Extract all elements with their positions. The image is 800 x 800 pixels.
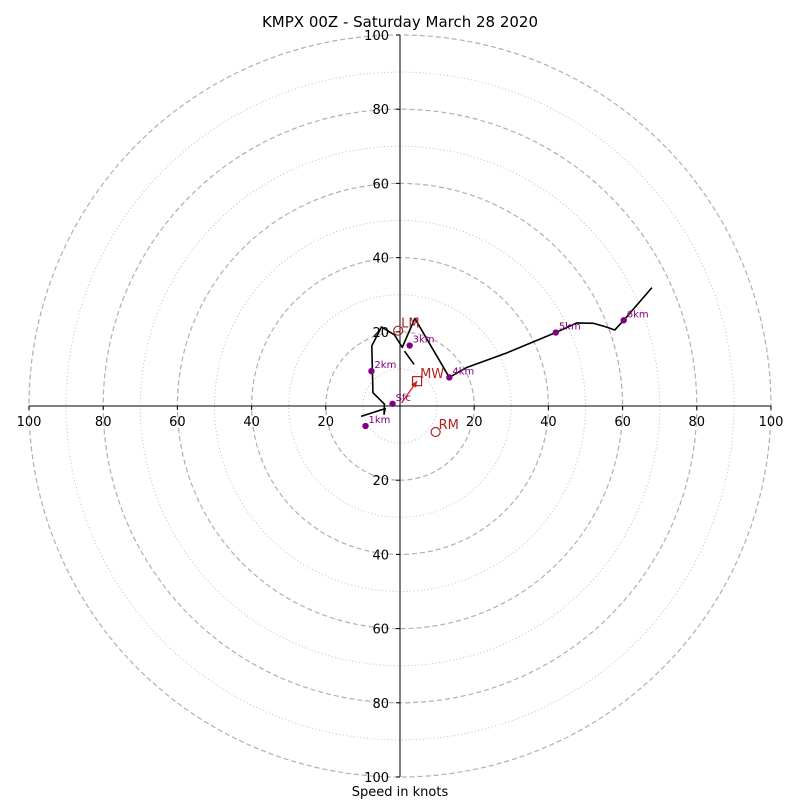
axes-group (29, 35, 771, 777)
y-tick-label: 80 (372, 697, 389, 712)
storm-motion-marker (393, 325, 404, 336)
x-tick-label: 40 (243, 415, 260, 430)
height-marker-label: 6km (627, 309, 649, 320)
height-marker-label: Sfc (396, 393, 411, 404)
height-marker-point (552, 329, 560, 336)
height-marker-point (362, 422, 369, 430)
height-marker-label: 1km (368, 415, 390, 426)
height-marker-point (406, 342, 413, 349)
x-tick-label: 60 (169, 415, 186, 430)
y-tick-label: 100 (364, 771, 389, 786)
height-marker-group: Sfc 1km 2km 3km 4km 5km 6km (362, 309, 649, 430)
y-tick-label: 20 (372, 474, 389, 489)
x-tick-label: 100 (759, 415, 784, 430)
y-tick-label: 80 (372, 103, 389, 118)
y-tick-label: 100 (364, 29, 389, 44)
storm-motion-marker (411, 376, 423, 387)
x-tick-label: 20 (318, 415, 335, 430)
storm-motion-group: LM RM MW (393, 317, 459, 438)
height-marker-label: 2km (374, 360, 396, 371)
x-tick-label: 20 (466, 415, 483, 430)
hodograph-group (360, 287, 653, 418)
tick-label-group: 100 80 60 40 20 20 40 60 80 100100806040202040608… (17, 29, 784, 786)
hodograph-line (360, 287, 653, 418)
x-tick-label: 100 (17, 415, 42, 430)
x-tick-label: 80 (95, 415, 112, 430)
chart-title: KMPX 00Z - Saturday March 28 2020 (262, 13, 538, 31)
height-marker-point (446, 374, 453, 381)
height-marker-label: 5km (559, 322, 581, 333)
height-marker-label: 4km (452, 366, 474, 377)
hodograph-segment (403, 350, 415, 365)
storm-motion-marker (430, 426, 441, 438)
height-marker-label: 3km (413, 335, 435, 346)
y-tick-label: 40 (372, 548, 389, 563)
storm-motion-label: LM (401, 317, 419, 332)
y-tick-label: 60 (372, 177, 389, 192)
x-axis-label: Speed in knots (352, 785, 449, 800)
height-marker-point (389, 400, 396, 407)
x-tick-label: 80 (689, 415, 706, 430)
y-tick-label: 60 (372, 623, 389, 638)
storm-motion-label: MW (420, 367, 444, 382)
height-marker-point (368, 367, 375, 375)
x-tick-label: 40 (540, 415, 557, 430)
height-marker-point (620, 317, 627, 324)
storm-motion-label: RM (439, 418, 459, 433)
x-tick-label: 60 (614, 415, 631, 430)
y-tick-label: 40 (372, 252, 389, 267)
